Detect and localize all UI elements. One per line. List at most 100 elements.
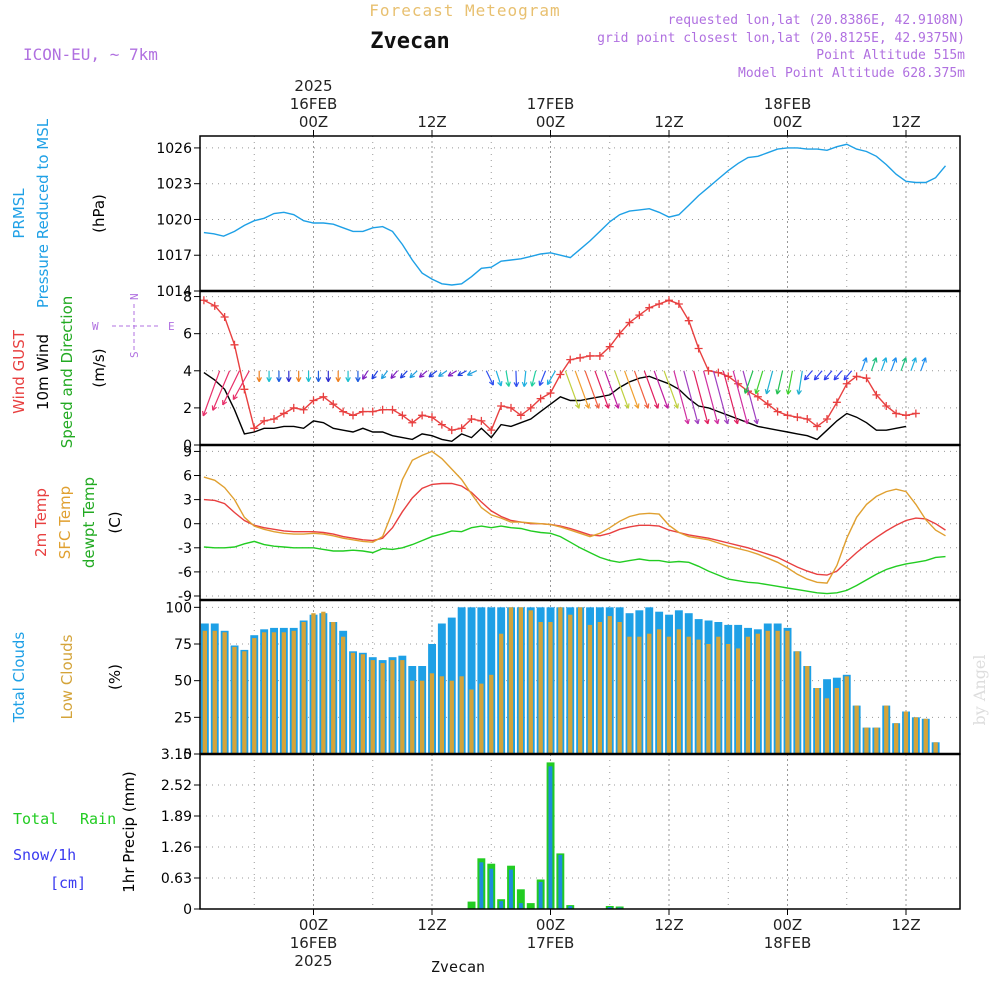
unit-label: (%) [106, 664, 124, 690]
series-line-prmsl [203, 143, 947, 286]
y-tick-label: -3 [178, 541, 192, 557]
unit-label: (m/s) [90, 348, 108, 387]
wind-arrow [355, 370, 361, 383]
gust-point [388, 405, 397, 414]
wind-arrow [202, 370, 221, 417]
panel-label: PRMSL [10, 188, 28, 239]
y-tick-label: 8 [183, 290, 192, 306]
time-label: 17FEB [527, 934, 574, 952]
bar-low-clouds [844, 676, 849, 754]
bar-low-clouds [933, 742, 938, 754]
wind-arrow [485, 370, 495, 386]
bar-low-clouds [420, 680, 425, 754]
gust-point [378, 405, 387, 414]
gust-point [477, 416, 486, 425]
gust-point [704, 366, 713, 375]
gust-point [250, 424, 259, 433]
gust-point [832, 398, 841, 407]
gust-point [220, 312, 229, 321]
bar-low-clouds [499, 633, 504, 754]
panels: 1014 1017 1020 1023 1026 PRMSL Pressure Reduce… [10, 118, 961, 918]
gust-point [467, 415, 476, 424]
gust-point [240, 385, 249, 394]
wind-arrow [803, 370, 813, 381]
wind-arrow [623, 370, 640, 409]
bar-low-clouds [755, 633, 760, 754]
gust-point [457, 424, 466, 433]
wind-arrow [513, 370, 520, 388]
gust-point [329, 400, 338, 409]
wind-arrow [633, 370, 650, 409]
footer-location: Zvecan [431, 958, 485, 976]
panel-label: SFC Temp [56, 486, 74, 559]
wind-arrow [594, 370, 610, 409]
bar-low-clouds [775, 630, 780, 754]
gust-point [605, 342, 614, 351]
wind-arrow [521, 370, 528, 388]
wind-arrow [345, 370, 351, 383]
panel-label: Wind GUST [10, 329, 28, 414]
panel-label: 10m Wind [34, 334, 52, 410]
bar-low-clouds [400, 660, 405, 754]
requested-coords: requested lon,lat (20.8386E, 42.9108N) [668, 13, 965, 28]
bar-low-clouds [479, 683, 484, 754]
bar-low-clouds [410, 680, 415, 754]
bar-low-clouds [745, 636, 751, 754]
bar-low-clouds [281, 632, 286, 754]
gust-point [497, 402, 506, 411]
gust-point [684, 316, 693, 325]
wind-arrow [335, 370, 341, 383]
time-label: 2025 [294, 952, 332, 970]
gust-point [368, 407, 377, 416]
bar-snow-1h [518, 903, 523, 909]
gust-point [694, 344, 703, 353]
panel-label: Rain [80, 810, 116, 828]
wind-arrow [890, 357, 898, 371]
bar-low-clouds [637, 636, 642, 754]
gust-point [339, 407, 348, 416]
bar-low-clouds [202, 630, 207, 754]
bar-low-clouds [805, 666, 810, 754]
wind-arrow [880, 357, 888, 371]
gust-point [428, 413, 436, 422]
wind-arrow [673, 370, 690, 425]
wind-arrow [495, 370, 503, 387]
wind-arrow [305, 370, 312, 383]
bar-low-clouds [222, 632, 227, 754]
wind-arrow [409, 370, 418, 379]
panel-label: 2m Temp [32, 488, 50, 557]
wind-arrow [466, 370, 477, 376]
bar-low-clouds [795, 651, 800, 754]
wind-arrow [764, 370, 774, 395]
gust-point [763, 400, 772, 409]
gust-point [793, 413, 802, 422]
y-tick-label: 1020 [156, 212, 192, 228]
compass-east: E [168, 320, 175, 333]
gust-point [408, 418, 417, 427]
wind-arrow [823, 370, 833, 381]
wind-arrow [702, 370, 720, 425]
wind-arrow [315, 370, 322, 383]
bar-low-clouds [212, 630, 217, 754]
bar-low-clouds [726, 644, 731, 754]
bar-low-clouds [508, 607, 514, 754]
bar-snow-1h [479, 862, 484, 909]
gridpoint-coords: grid point closest lon,lat (20.8125E, 42… [597, 31, 965, 46]
compass-north: N [128, 293, 141, 300]
compass-west: W [92, 320, 99, 333]
bar-low-clouds [824, 698, 830, 754]
bar-low-clouds [627, 636, 632, 754]
wind-arrow [910, 357, 917, 371]
gust-point [516, 411, 525, 420]
gust-point [615, 329, 624, 338]
y-tick-label: 9 [183, 444, 192, 460]
bar-low-clouds [331, 622, 336, 754]
location-title: Zvecan [370, 29, 449, 54]
wind-arrow [614, 370, 630, 409]
time-label: 00Z [536, 113, 565, 131]
gust-point [892, 409, 901, 418]
bar-low-clouds [242, 651, 247, 754]
